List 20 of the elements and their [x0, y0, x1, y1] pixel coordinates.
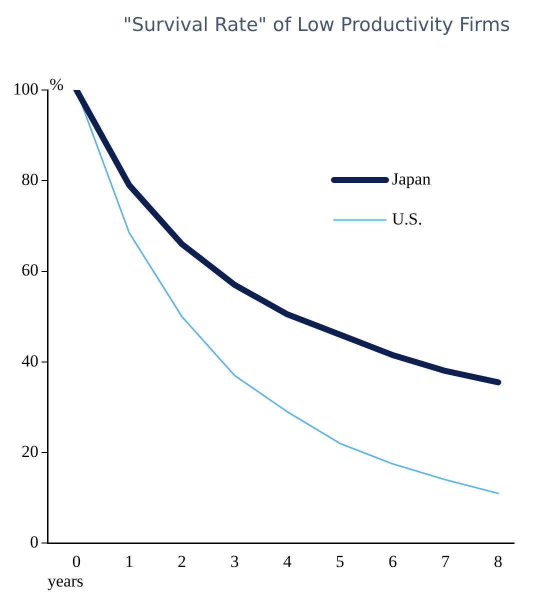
- legend-label: Japan: [392, 169, 432, 188]
- x-tick-label: 7: [441, 552, 450, 571]
- y-axis-title: %: [50, 74, 64, 94]
- y-tick-label: 60: [22, 260, 38, 280]
- x-tick-label: 1: [124, 552, 134, 571]
- x-tick-label: 5: [336, 552, 344, 571]
- y-tick-label: 40: [22, 351, 38, 370]
- y-tick-label: 100: [13, 79, 38, 98]
- x-tick-label: 8: [494, 552, 502, 571]
- y-tick-label: 80: [22, 170, 38, 190]
- legend-label: U.S.: [392, 209, 422, 228]
- x-tick-label: 4: [283, 552, 292, 571]
- x-tick-label: 0: [72, 552, 81, 571]
- x-tick-label: 2: [178, 552, 186, 571]
- x-tick-label: 3: [230, 552, 239, 571]
- y-tick-label: 0: [30, 532, 38, 552]
- x-tick-label: 6: [388, 552, 398, 571]
- x-axis-title: years: [48, 571, 84, 590]
- y-tick-label: 20: [22, 442, 38, 462]
- chart-title: "Survival Rate" of Low Productivity Firms: [122, 13, 511, 38]
